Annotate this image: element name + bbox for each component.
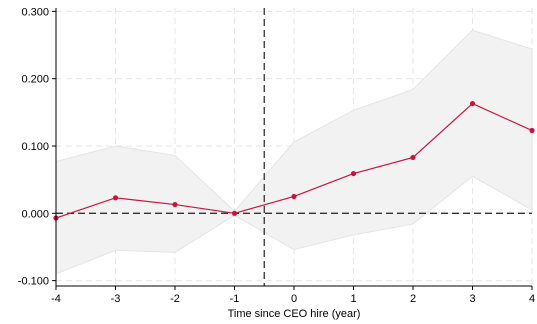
data-point-2 xyxy=(172,201,178,208)
data-point-8 xyxy=(529,127,535,134)
tick-labels: -0.100 0.000 0.100 0.200 0.300 -4 -3 -2 -1 0 1 2 3 4 xyxy=(18,6,535,305)
data-point-7 xyxy=(469,100,476,107)
data-point-3 xyxy=(231,210,238,216)
data-point-5 xyxy=(350,170,357,177)
data-point-4 xyxy=(291,193,297,200)
x-tick-label-7: 3 xyxy=(469,293,475,305)
y-tick-label-0: -0.100 xyxy=(18,276,49,288)
reference-lines xyxy=(56,8,532,286)
x-tick-label-1: -3 xyxy=(111,293,121,305)
confidence-band xyxy=(55,29,533,275)
x-tick-label-5: 1 xyxy=(350,293,356,305)
x-axis-title: Time since CEO hire (year) xyxy=(228,308,361,320)
y-tick-label-1: 0.000 xyxy=(21,208,49,220)
series-line-group xyxy=(53,100,535,221)
x-tick-label-4: 0 xyxy=(291,293,297,305)
data-point-6 xyxy=(410,154,416,161)
y-tick-label-2: 0.100 xyxy=(21,141,49,153)
x-tick-label-2: -2 xyxy=(170,293,180,305)
x-tick-label-0: -4 xyxy=(51,293,61,305)
y-tick-label-3: 0.200 xyxy=(21,74,49,86)
x-tick-label-6: 2 xyxy=(410,293,416,305)
axes xyxy=(52,8,533,290)
x-tick-label-8: 4 xyxy=(529,293,535,305)
ci-band-area xyxy=(55,29,533,275)
y-tick-label-4: 0.300 xyxy=(21,6,49,18)
data-point-1 xyxy=(112,195,119,201)
x-tick-label-3: -1 xyxy=(230,293,240,305)
